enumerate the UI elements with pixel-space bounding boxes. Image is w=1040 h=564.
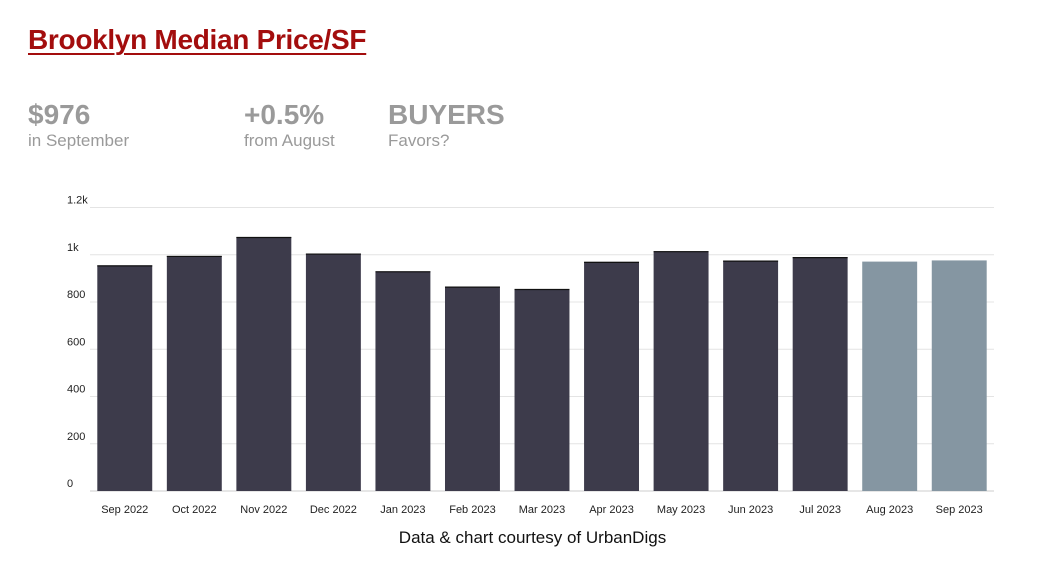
bar[interactable] <box>723 260 779 491</box>
bar[interactable] <box>444 286 500 491</box>
bar[interactable] <box>584 261 640 491</box>
bar[interactable] <box>166 255 222 491</box>
y-tick-label: 800 <box>67 289 85 301</box>
bar[interactable] <box>862 261 918 491</box>
bar-chart: 0 200 400 600 800 1k 1.2k Sep 2022 Oct 2022 Nov 2… <box>67 195 994 516</box>
y-tick-label: 1.2k <box>67 195 88 207</box>
stat-value: $976 <box>28 99 91 130</box>
x-tick-label: Sep 2022 <box>101 504 148 516</box>
bar[interactable] <box>792 257 848 491</box>
bar[interactable] <box>514 289 570 491</box>
bar[interactable] <box>97 265 153 491</box>
x-tick-label: Aug 2023 <box>866 504 913 516</box>
bar[interactable] <box>236 237 292 491</box>
chart-credit: Data & chart courtesy of UrbanDigs <box>398 528 667 547</box>
x-tick-label: Jun 2023 <box>728 504 773 516</box>
bar[interactable] <box>375 271 431 491</box>
x-tick-label: Oct 2022 <box>172 504 217 516</box>
stat-value: BUYERS <box>388 99 505 130</box>
bar[interactable] <box>931 260 987 491</box>
stat-value: +0.5% <box>244 99 325 130</box>
stat-label: from August <box>244 131 335 150</box>
x-tick-label: Nov 2022 <box>240 504 287 516</box>
x-tick-label: Jan 2023 <box>380 504 425 516</box>
y-tick-label: 200 <box>67 431 85 443</box>
x-tick-label: Dec 2022 <box>310 504 357 516</box>
stat-label: Favors? <box>388 131 450 150</box>
y-tick-label: 600 <box>67 336 85 348</box>
x-tick-label: Jul 2023 <box>799 504 841 516</box>
stat-change: +0.5% from August <box>244 100 335 152</box>
x-tick-label: Mar 2023 <box>519 504 565 516</box>
bar[interactable] <box>305 253 361 491</box>
y-tick-label: 400 <box>67 384 85 396</box>
stat-favors: BUYERS Favors? <box>388 100 505 152</box>
y-tick-label: 0 <box>67 478 73 490</box>
x-tick-label: Apr 2023 <box>589 504 634 516</box>
stat-current-price: $976 in September <box>28 100 129 152</box>
x-tick-label: Feb 2023 <box>449 504 495 516</box>
x-tick-label: Sep 2023 <box>936 504 983 516</box>
chart-title[interactable]: Brooklyn Median Price/SF <box>28 24 367 55</box>
x-tick-label: May 2023 <box>657 504 705 516</box>
bar[interactable] <box>653 251 709 491</box>
stat-label: in September <box>28 131 130 150</box>
y-tick-label: 1k <box>67 242 79 254</box>
